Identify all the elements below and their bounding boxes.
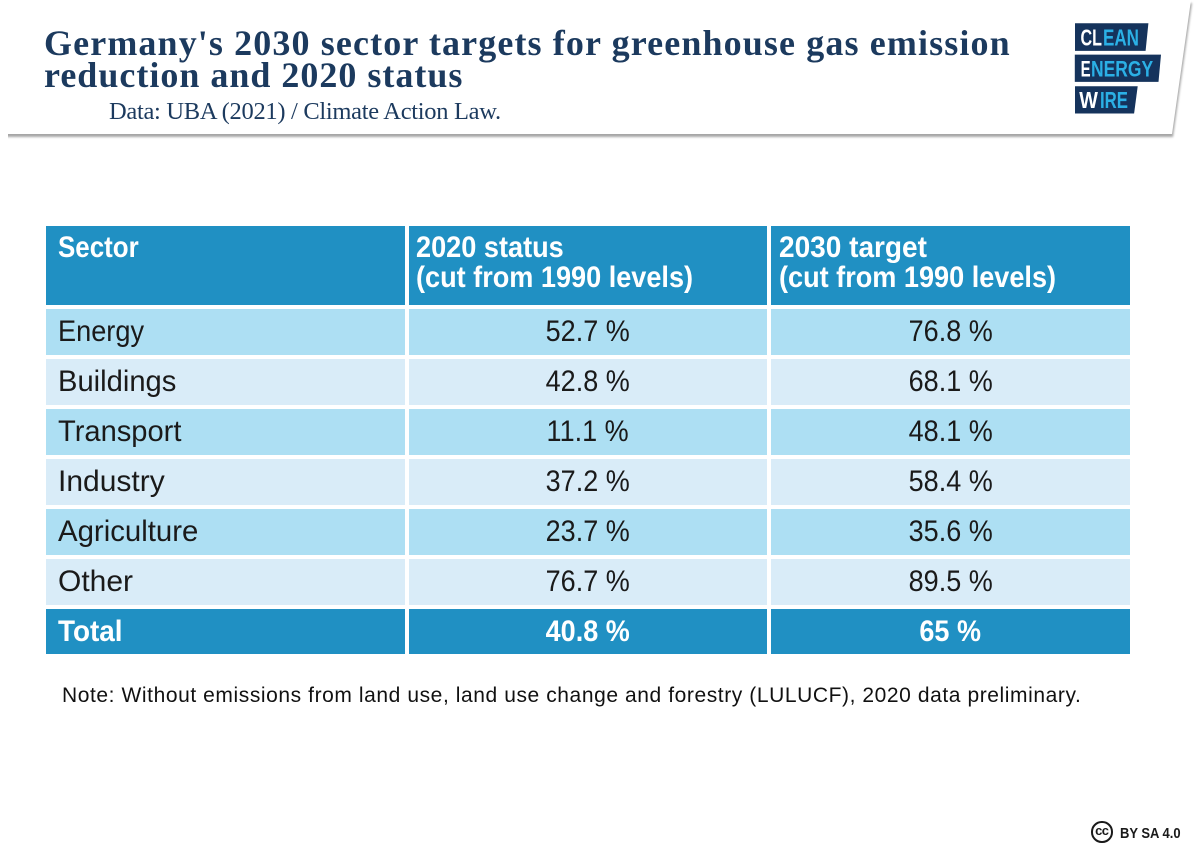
svg-text:NERGY: NERGY (1091, 57, 1154, 82)
svg-text:E: E (1081, 57, 1091, 82)
svg-text:W: W (1079, 88, 1099, 114)
svg-text:CL: CL (1081, 26, 1102, 51)
svg-text:IRE: IRE (1100, 89, 1128, 114)
svg-text:EAN: EAN (1103, 26, 1139, 51)
